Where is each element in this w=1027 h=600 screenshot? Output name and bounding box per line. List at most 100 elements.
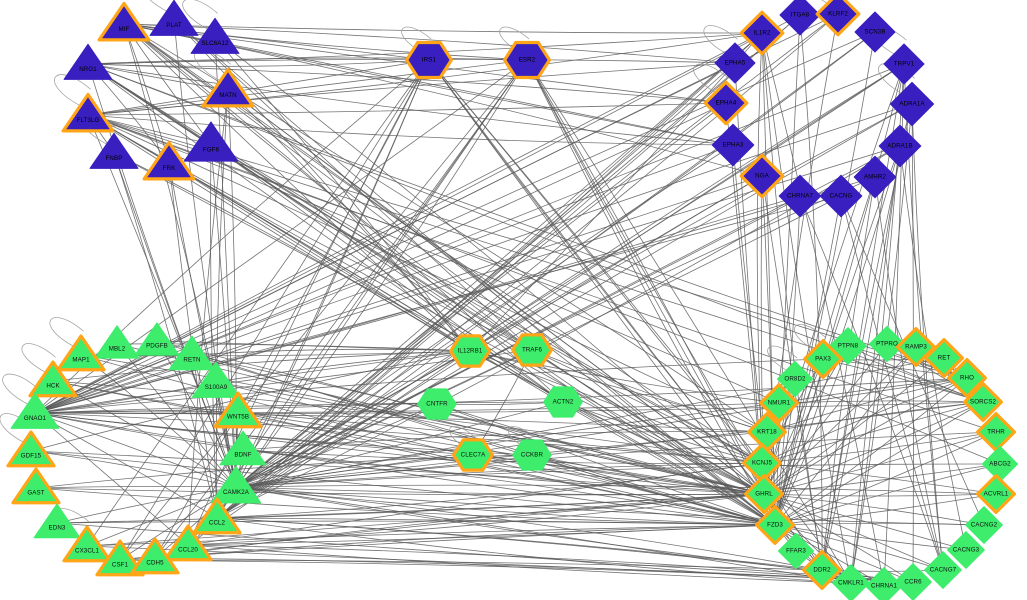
edge — [763, 493, 997, 497]
node-ptpn8[interactable] — [829, 327, 867, 365]
node-irs1[interactable] — [404, 40, 454, 80]
node-cx3cl1[interactable] — [62, 525, 112, 563]
node-nga[interactable] — [739, 153, 785, 199]
node-camk2a[interactable] — [210, 465, 262, 504]
node-cdh5[interactable] — [130, 537, 180, 575]
node-esr2[interactable] — [502, 40, 552, 80]
edge — [187, 524, 776, 546]
edge — [526, 59, 852, 584]
edge — [531, 454, 776, 526]
node-fgf6[interactable] — [183, 121, 239, 162]
node-ddr2[interactable] — [801, 549, 843, 591]
node-sorcs2[interactable] — [962, 382, 1004, 422]
node-ccl20[interactable] — [163, 524, 213, 562]
node-map1[interactable] — [56, 334, 106, 372]
node-chrna7[interactable] — [778, 174, 822, 218]
node-clec7a[interactable] — [452, 438, 494, 472]
node-actn2[interactable] — [543, 386, 583, 418]
node-mif[interactable] — [97, 1, 151, 42]
node-mbl2[interactable] — [94, 325, 140, 359]
edge — [87, 59, 528, 116]
node-s100a9[interactable] — [191, 361, 241, 398]
node-klrf2[interactable] — [815, 0, 861, 37]
node-edn3[interactable] — [33, 503, 81, 539]
node-gast[interactable] — [11, 467, 61, 505]
node-or8d2[interactable] — [776, 360, 814, 398]
node-cckbr[interactable] — [512, 439, 552, 471]
node-acvrl1[interactable] — [975, 474, 1017, 515]
edge — [763, 493, 914, 583]
node-adra1a[interactable] — [889, 81, 935, 127]
node-fzd3[interactable] — [754, 505, 796, 546]
node-gdf15[interactable] — [6, 430, 56, 468]
node-fnbp[interactable] — [89, 132, 139, 169]
edge — [235, 63, 905, 488]
node-cacng[interactable] — [819, 174, 863, 218]
edge — [210, 143, 533, 351]
edge — [87, 57, 528, 65]
node-ramp3[interactable] — [895, 327, 937, 367]
node-cacng2[interactable] — [965, 506, 1003, 544]
edge — [30, 350, 471, 452]
node-itga8[interactable] — [779, 0, 821, 36]
node-il12rb1[interactable] — [449, 334, 491, 368]
node-hck[interactable] — [28, 360, 78, 398]
node-flt3lg[interactable] — [61, 92, 115, 133]
edge — [216, 175, 763, 519]
node-cacng3[interactable] — [947, 531, 985, 569]
node-abcg2[interactable] — [981, 445, 1019, 483]
node-cntfr[interactable] — [417, 388, 457, 420]
node-cacng7[interactable] — [924, 551, 962, 589]
node-ccl2[interactable] — [192, 497, 242, 535]
edge — [562, 401, 776, 526]
edge — [774, 345, 849, 526]
node-adra1b[interactable] — [878, 124, 922, 168]
node-ghrl[interactable] — [743, 474, 785, 515]
edge — [235, 176, 876, 488]
edge — [237, 411, 763, 464]
edge — [113, 152, 765, 495]
node-nmur1[interactable] — [758, 383, 800, 423]
node-pax3[interactable] — [802, 339, 844, 379]
edge — [34, 401, 564, 414]
node-plat[interactable] — [149, 0, 199, 36]
edge — [235, 59, 528, 488]
node-amhr2[interactable] — [853, 155, 897, 199]
edge — [87, 63, 765, 495]
node-csf1[interactable] — [95, 539, 145, 577]
node-ret[interactable] — [923, 338, 965, 378]
node-layer[interactable] — [6, 0, 1019, 600]
edge — [774, 524, 944, 571]
node-epha3[interactable] — [711, 123, 755, 167]
edge — [227, 89, 765, 495]
node-cmklr1[interactable] — [832, 564, 870, 600]
node-bdnf[interactable] — [219, 430, 267, 466]
edge — [216, 493, 765, 519]
node-il1r2[interactable] — [739, 10, 785, 56]
node-epha5[interactable] — [714, 42, 756, 84]
edge — [778, 377, 968, 404]
edge — [763, 431, 997, 495]
node-trpv1[interactable] — [883, 43, 925, 85]
node-epha4[interactable] — [703, 80, 749, 126]
node-matn[interactable] — [201, 67, 255, 108]
node-wnt5b[interactable] — [213, 391, 263, 429]
node-traf6[interactable] — [511, 333, 553, 367]
edge — [242, 449, 776, 526]
node-ccr6[interactable] — [894, 563, 932, 600]
node-ptpro[interactable] — [868, 325, 906, 363]
node-ffar3[interactable] — [777, 532, 815, 570]
node-retn[interactable] — [168, 335, 216, 371]
node-gnao1[interactable] — [10, 392, 60, 429]
node-nrg1[interactable] — [63, 43, 113, 80]
node-slc6a12[interactable] — [190, 17, 240, 54]
edge — [774, 145, 901, 526]
self-loop-edge — [2, 373, 38, 405]
node-pdgfb[interactable] — [134, 322, 180, 356]
node-rho[interactable] — [946, 358, 988, 398]
node-frk[interactable] — [142, 140, 196, 181]
edge — [428, 59, 776, 526]
node-scn3b[interactable] — [854, 11, 896, 53]
